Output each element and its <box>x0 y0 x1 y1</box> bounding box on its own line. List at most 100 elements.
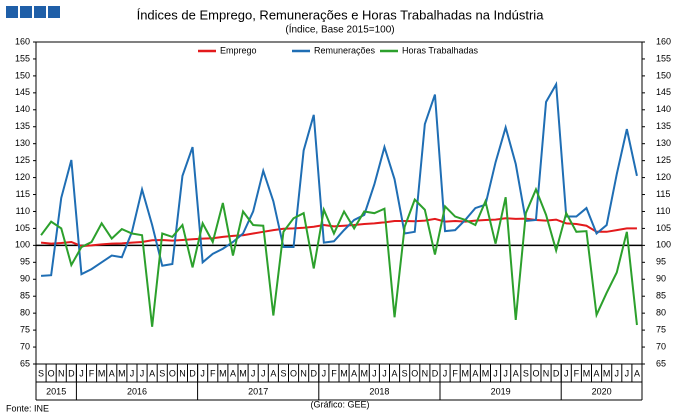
x-tick-label: D <box>553 368 560 378</box>
y2-tick-label: 105 <box>656 223 671 233</box>
x-tick-label: D <box>189 368 196 378</box>
chart-subtitle: (Índice, Base 2015=100) <box>285 23 394 36</box>
y2-tick-label: 90 <box>656 274 666 284</box>
year-label: 2018 <box>369 386 389 396</box>
x-tick-label: A <box>472 368 478 378</box>
y2-tick-label: 160 <box>656 36 671 46</box>
y2-tick-label: 140 <box>656 104 671 114</box>
x-tick-label: A <box>513 368 519 378</box>
x-tick-label: O <box>411 368 418 378</box>
x-tick-label: F <box>89 368 95 378</box>
y-tick-label: 145 <box>15 87 30 97</box>
y-tick-label: 150 <box>15 70 30 80</box>
y-tick-label: 155 <box>15 53 30 63</box>
x-tick-label: N <box>422 368 429 378</box>
x-tick-label: J <box>251 368 256 378</box>
x-tick-label: M <box>98 368 106 378</box>
x-tick-label: M <box>361 368 369 378</box>
y2-tick-label: 70 <box>656 341 666 351</box>
y-tick-label: 75 <box>20 324 30 334</box>
x-tick-label: J <box>443 368 448 378</box>
year-label: 2020 <box>592 386 612 396</box>
y2-tick-label: 65 <box>656 358 666 368</box>
x-tick-label: S <box>159 368 165 378</box>
x-tick-label: N <box>300 368 307 378</box>
year-label: 2017 <box>248 386 268 396</box>
y2-tick-label: 135 <box>656 121 671 131</box>
x-tick-label: J <box>261 368 266 378</box>
y-tick-label: 100 <box>15 240 30 250</box>
y2-tick-label: 150 <box>656 70 671 80</box>
y-tick-label: 70 <box>20 341 30 351</box>
x-tick-label: A <box>230 368 236 378</box>
x-tick-label: N <box>58 368 65 378</box>
x-tick-label: F <box>331 368 337 378</box>
y2-tick-label: 125 <box>656 155 671 165</box>
legend-label: Remunerações <box>314 45 376 55</box>
x-tick-label: J <box>564 368 569 378</box>
x-tick-label: D <box>432 368 439 378</box>
y2-tick-label: 145 <box>656 87 671 97</box>
logo <box>6 6 60 18</box>
y2-tick-label: 130 <box>656 138 671 148</box>
year-label: 2015 <box>46 386 66 396</box>
x-tick-label: S <box>402 368 408 378</box>
x-tick-label: D <box>311 368 318 378</box>
y-tick-label: 125 <box>15 155 30 165</box>
x-tick-label: N <box>543 368 550 378</box>
x-tick-label: J <box>493 368 498 378</box>
y-tick-label: 120 <box>15 172 30 182</box>
x-tick-label: M <box>118 368 126 378</box>
x-tick-label: J <box>140 368 145 378</box>
credit: (Gráfico: GEE) <box>310 399 369 409</box>
y-tick-label: 90 <box>20 274 30 284</box>
x-tick-label: A <box>351 368 357 378</box>
x-tick-label: S <box>38 368 44 378</box>
x-tick-label: M <box>219 368 227 378</box>
chart-title: Índices de Emprego, Remunerações e Horas… <box>137 7 545 22</box>
x-tick-label: A <box>392 368 398 378</box>
x-tick-label: J <box>322 368 327 378</box>
x-tick-label: J <box>372 368 377 378</box>
x-tick-label: J <box>382 368 387 378</box>
x-tick-label: O <box>169 368 176 378</box>
x-tick-label: O <box>290 368 297 378</box>
y2-tick-label: 110 <box>656 206 670 216</box>
x-tick-label: A <box>634 368 640 378</box>
x-tick-label: F <box>210 368 216 378</box>
y2-tick-label: 155 <box>656 53 671 63</box>
x-tick-label: F <box>452 368 458 378</box>
y-tick-label: 160 <box>15 36 30 46</box>
x-tick-label: J <box>625 368 630 378</box>
series-line <box>40 217 637 248</box>
y2-tick-label: 80 <box>656 308 666 318</box>
source: Fonte: INE <box>6 403 49 413</box>
y-tick-label: 135 <box>15 121 30 131</box>
y2-tick-label: 120 <box>656 172 671 182</box>
x-tick-label: A <box>594 368 600 378</box>
y2-tick-label: 115 <box>656 189 670 199</box>
legend-label: Horas Trabalhadas <box>402 45 479 55</box>
x-tick-label: J <box>503 368 508 378</box>
x-tick-label: M <box>482 368 490 378</box>
x-tick-label: O <box>532 368 539 378</box>
legend-label: Emprego <box>220 45 257 55</box>
y2-tick-label: 75 <box>656 324 666 334</box>
y-tick-label: 80 <box>20 308 30 318</box>
year-label: 2016 <box>127 386 147 396</box>
y2-tick-label: 95 <box>656 257 666 267</box>
x-tick-label: D <box>68 368 75 378</box>
x-tick-label: M <box>462 368 470 378</box>
x-tick-label: S <box>523 368 529 378</box>
y-tick-label: 130 <box>15 138 30 148</box>
y-tick-label: 85 <box>20 291 30 301</box>
plot-frame <box>35 41 643 365</box>
x-tick-label: F <box>574 368 580 378</box>
y-tick-label: 110 <box>16 206 30 216</box>
y2-tick-label: 100 <box>656 240 671 250</box>
x-tick-label: J <box>200 368 205 378</box>
series-line <box>40 186 638 327</box>
x-tick-label: A <box>270 368 276 378</box>
x-tick-label: A <box>149 368 155 378</box>
